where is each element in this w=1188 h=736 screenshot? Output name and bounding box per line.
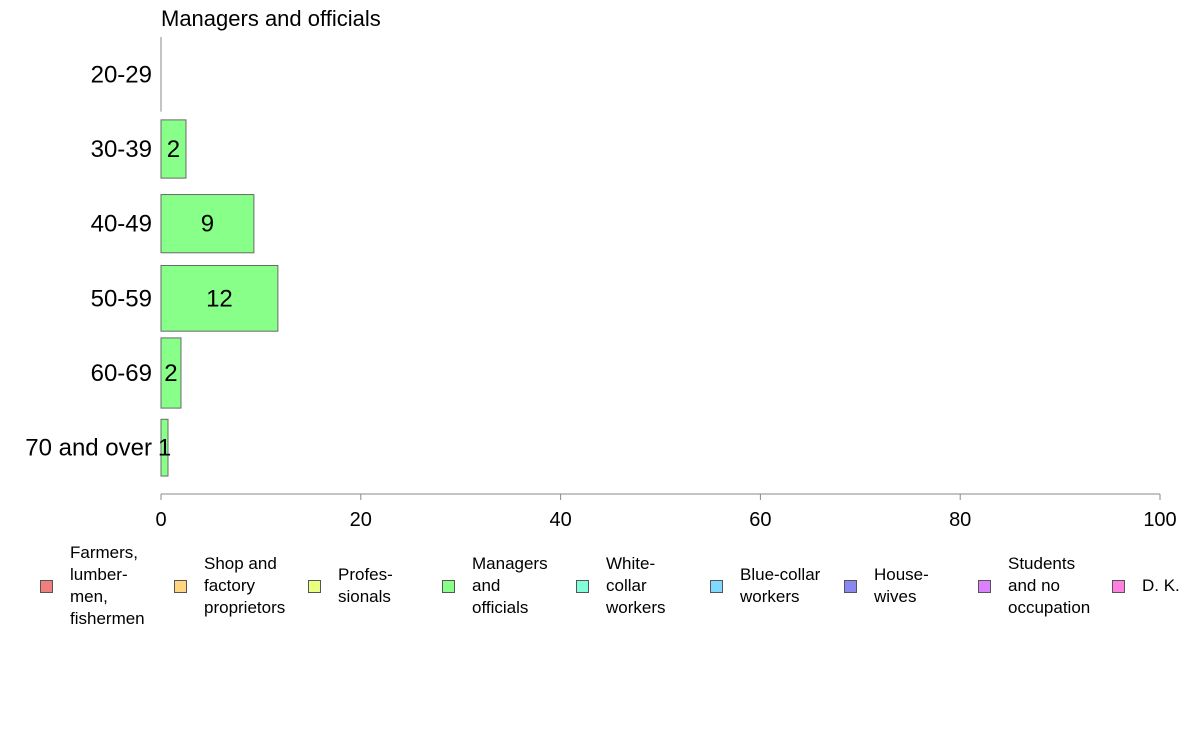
legend-swatch <box>710 580 723 593</box>
bar-40-49 <box>160 194 255 254</box>
legend-item: Blue-collar workers <box>710 564 820 608</box>
legend-swatch <box>978 580 991 593</box>
bar-value-label: 2 <box>167 136 180 163</box>
legend-label: Farmers, lumber- men, fishermen <box>70 543 145 628</box>
category-label: 30-39 <box>91 136 152 163</box>
bar-60-69 <box>160 337 182 409</box>
bar-chart: Managers and officials 2 9 12 2 1 20-29 30-39… <box>25 6 1177 531</box>
legend-label: White- collar workers <box>606 554 666 617</box>
category-labels: 20-29 30-39 40-49 50-59 60-69 70 and over <box>25 61 152 461</box>
legend-item: Farmers, lumber- men, fishermen <box>40 542 145 630</box>
x-tick-label: 0 <box>155 509 166 531</box>
bars-group: 2 9 12 2 1 <box>158 37 279 477</box>
x-tick-label: 40 <box>549 509 571 531</box>
legend-item: Shop and factory proprietors <box>174 553 285 619</box>
legend-item: House- wives <box>844 564 929 608</box>
category-label: 20-29 <box>91 61 152 88</box>
legend-item: Managers and officials <box>442 553 548 619</box>
legend-item: Profes- sionals <box>308 564 393 608</box>
bar-50-59 <box>160 264 279 332</box>
legend-label: Shop and factory proprietors <box>204 554 286 617</box>
bar-value-label: 12 <box>206 285 233 312</box>
legend-swatch <box>308 580 321 593</box>
legend-swatch <box>844 580 857 593</box>
legend-item: Students and no occupation <box>978 553 1090 619</box>
legend-label: D. K. <box>1142 576 1180 595</box>
bar-30-39 <box>160 119 187 179</box>
x-tick-label: 60 <box>749 509 771 531</box>
legend-item: White- collar workers <box>576 553 666 619</box>
legend-label: Profes- sionals <box>338 565 393 606</box>
legend-swatch <box>1112 580 1125 593</box>
legend-label: Students and no occupation <box>1008 554 1091 617</box>
category-label: 40-49 <box>91 211 152 238</box>
bar-value-label: 2 <box>164 360 177 387</box>
bar-70-and-over <box>160 418 169 477</box>
x-tick-label: 80 <box>949 509 971 531</box>
category-label: 70 and over <box>25 435 152 462</box>
chart-title: Managers and officials <box>161 6 381 31</box>
category-label: 60-69 <box>91 360 152 387</box>
legend-label: Managers and officials <box>472 554 548 617</box>
legend-swatch <box>174 580 187 593</box>
legend-swatch <box>442 580 455 593</box>
bar-value-label: 1 <box>158 435 171 462</box>
legend-label: Blue-collar workers <box>740 565 821 606</box>
legend-swatch <box>576 580 589 593</box>
x-axis: 0 20 40 60 80 100 <box>155 493 1177 531</box>
legend-swatch <box>40 580 53 593</box>
x-tick-label: 100 <box>1143 509 1176 531</box>
legend-label: House- wives <box>874 565 929 606</box>
x-tick-label: 20 <box>350 509 372 531</box>
legend-item: D. K. <box>1112 575 1180 597</box>
bar-value-label: 9 <box>201 211 214 238</box>
category-label: 50-59 <box>91 285 152 312</box>
legend: Farmers, lumber- men, fishermen Shop and … <box>0 543 1188 642</box>
